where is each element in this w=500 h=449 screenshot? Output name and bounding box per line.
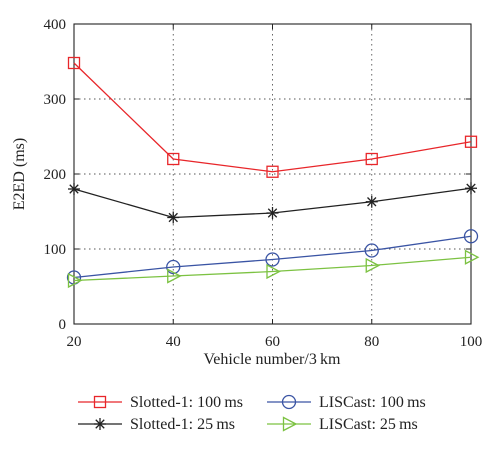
legend-marker	[94, 418, 106, 430]
data-point-marker	[266, 207, 279, 219]
data-point-marker	[265, 252, 280, 267]
y-tick-label: 200	[44, 167, 67, 183]
x-tick-label: 60	[265, 334, 280, 350]
y-tick-label: 0	[59, 317, 67, 333]
asterisk-stroke	[168, 212, 178, 223]
y-tick-label: 300	[44, 92, 67, 108]
grid-lines	[74, 24, 471, 324]
data-point-marker	[68, 183, 80, 195]
data-point-marker	[464, 135, 478, 148]
legend-marker	[93, 395, 107, 409]
data-point-marker	[365, 257, 381, 274]
data-point-marker	[167, 152, 180, 166]
data-point-marker	[167, 211, 180, 224]
data-point-marker	[464, 249, 480, 265]
series-line	[73, 235, 472, 279]
y-tick-label: 400	[44, 17, 67, 33]
series-3	[67, 249, 480, 289]
data-point-marker	[364, 243, 379, 258]
x-axis-label: Vehicle number/3 km	[204, 351, 342, 368]
legend: Slotted-1: 100 ms Slotted-1: 25 ms LISCast…	[78, 394, 426, 433]
legend-entry: LISCast: 100 ms	[267, 394, 426, 411]
asterisk-stroke	[95, 419, 105, 429]
x-tick-label: 40	[166, 334, 181, 350]
series-1	[68, 182, 477, 224]
legend-entry: LISCast: 25 ms	[267, 416, 418, 433]
asterisk-stroke	[267, 208, 278, 218]
series-0	[67, 56, 478, 178]
data-point-marker	[67, 56, 81, 70]
data-point-marker	[167, 268, 182, 284]
series-line	[73, 256, 472, 282]
legend-marker	[281, 394, 297, 410]
series-2	[66, 229, 479, 285]
data-point-marker	[266, 263, 281, 280]
axis-ticks: 20 40 60 80 100 0 100 200 300 400	[44, 17, 483, 350]
x-tick-label: 20	[67, 334, 82, 350]
legend-label: LISCast: 25 ms	[319, 416, 418, 433]
legend-marker	[282, 416, 298, 432]
data-point-marker	[365, 152, 378, 166]
legend-label: LISCast: 100 ms	[319, 394, 426, 411]
legend-entry: Slotted-1: 100 ms	[78, 394, 243, 411]
asterisk-stroke	[367, 197, 377, 207]
data-point-marker	[166, 259, 181, 275]
legend-label: Slotted-1: 25 ms	[130, 416, 235, 433]
data-point-marker	[463, 229, 479, 244]
asterisk-stroke	[69, 184, 79, 194]
data-point-marker	[365, 195, 378, 208]
asterisk-stroke	[466, 183, 476, 193]
y-tick-label: 100	[44, 242, 67, 258]
data-point-marker	[67, 272, 83, 289]
data-point-marker	[465, 182, 477, 195]
x-tick-label: 100	[460, 334, 483, 350]
legend-label: Slotted-1: 100 ms	[130, 394, 243, 411]
legend-entry: Slotted-1: 25 ms	[78, 416, 235, 433]
x-tick-label: 80	[364, 334, 379, 350]
y-axis-label: E2ED (ms)	[11, 138, 28, 210]
series-lines	[66, 56, 480, 289]
series-line	[73, 62, 472, 173]
data-point-marker	[266, 165, 279, 178]
